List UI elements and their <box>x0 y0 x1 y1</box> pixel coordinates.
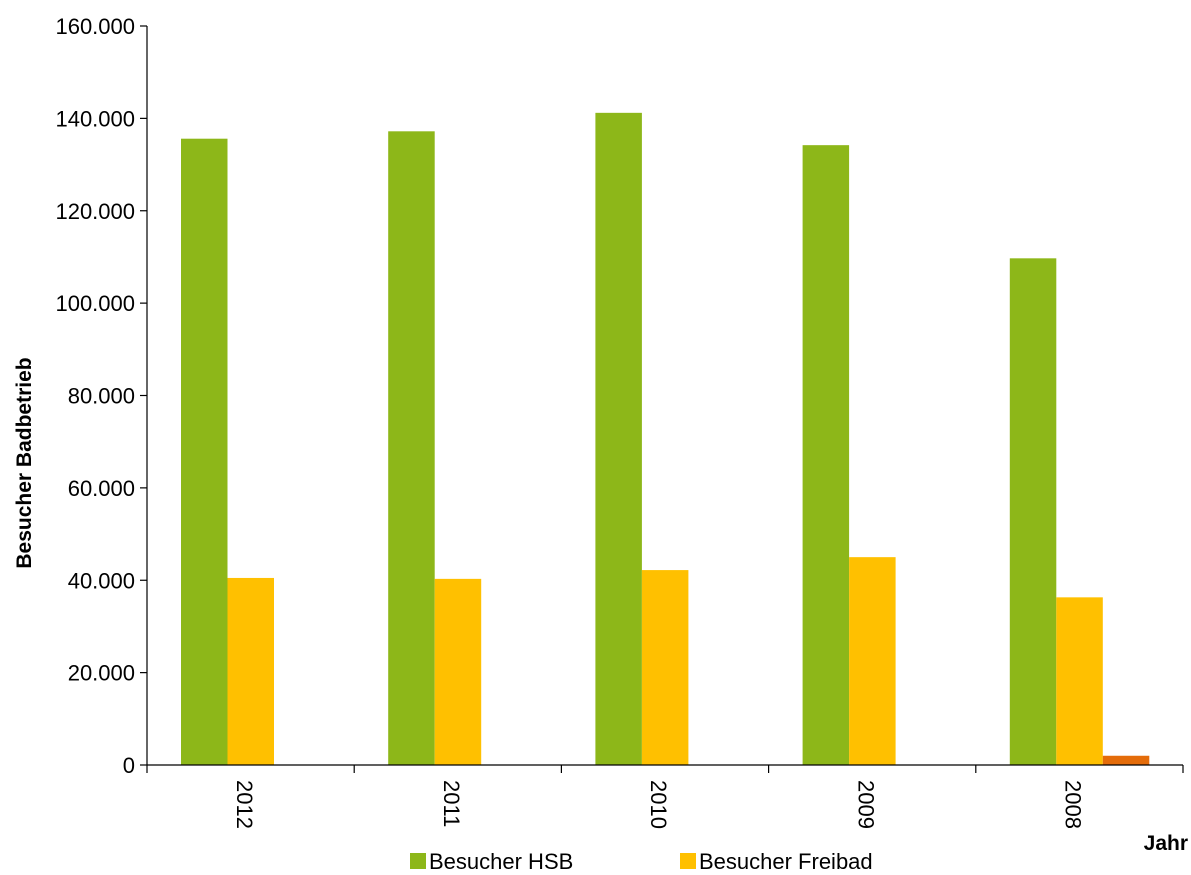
x-axis-title: Jahr <box>1144 832 1188 855</box>
legend-label: Besucher Freibad <box>699 849 873 874</box>
x-tick-label-2009: 2009 <box>853 780 878 829</box>
y-tick-label: 0 <box>123 753 135 778</box>
bar-besucher-freibad-2009 <box>849 557 896 765</box>
y-tick-label: 40.000 <box>68 568 135 593</box>
y-tick-label: 80.000 <box>68 384 135 409</box>
y-tick-label: 20.000 <box>68 661 135 686</box>
x-tick-label-2012: 2012 <box>232 780 257 829</box>
y-tick-label: 60.000 <box>68 476 135 501</box>
bar-besucher-freibad-2008 <box>1056 597 1103 765</box>
bar-besucher-hsb-2008 <box>1009 258 1057 765</box>
x-tick-label-2010: 2010 <box>646 780 671 829</box>
y-tick-label: 160.000 <box>55 14 135 39</box>
bar-besucher-freibad-2011 <box>434 578 482 765</box>
bar-besucher-hsb-2009 <box>802 145 850 765</box>
legend-label: Besucher HSB <box>429 849 573 874</box>
legend-swatch <box>680 853 696 869</box>
y-axis-ticks: 0 20.000 40.000 60.000 80.000 100.000 120.000 1… <box>55 14 147 778</box>
bar-besucher-freibad-2010 <box>641 570 689 765</box>
bar-besucher-hsb-2011 <box>388 131 435 765</box>
y-tick-label: 140.000 <box>55 106 135 131</box>
bar-besucher-hsb-2010 <box>595 112 642 765</box>
legend: Besucher HSB Besucher Freibad <box>410 849 873 874</box>
bar-besucher-freibad-2012 <box>227 577 274 765</box>
y-tick-label: 120.000 <box>55 199 135 224</box>
x-tick-label-2008: 2008 <box>1061 780 1086 829</box>
x-tick-label-2011: 2011 <box>439 780 464 827</box>
bar-series-3-2008 <box>1102 755 1150 765</box>
legend-swatch <box>410 853 426 869</box>
bar-besucher-hsb-2012 <box>181 138 228 765</box>
bars-group <box>181 112 1150 765</box>
y-tick-label: 100.000 <box>55 291 135 316</box>
y-axis-title: Besucher Badbetrieb <box>13 357 36 568</box>
x-axis-ticks: 2012 2011 2010 2009 2008 <box>146 765 1184 829</box>
